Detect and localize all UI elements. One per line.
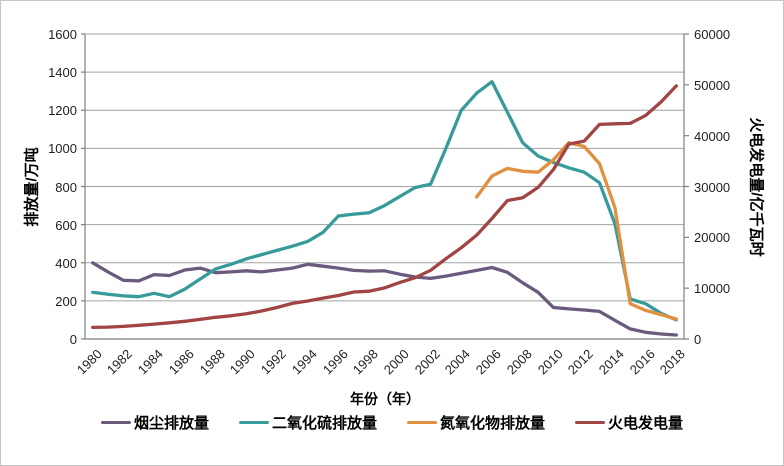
legend-label-so2-emissions: 二氧化硫排放量 xyxy=(271,415,377,432)
legend: 烟尘排放量 二氧化硫排放量 氮氧化物排放量 火电发电量 xyxy=(1,412,783,433)
legend-swatch-dust-emissions xyxy=(100,420,131,425)
x-axis-title: 年份（年） xyxy=(350,391,420,407)
y-left-tick-label: 1200 xyxy=(48,103,77,119)
legend-label-thermal-power-generation: 火电发电量 xyxy=(608,415,684,432)
y-left-tick-label: 0 xyxy=(69,332,77,347)
y-left-tick-label: 1400 xyxy=(48,65,77,81)
y-left-tick-label: 600 xyxy=(55,217,77,233)
series-line-thermal-power-generation xyxy=(91,84,678,330)
y-left-tick-label: 1000 xyxy=(48,141,77,157)
y-left-tick-label: 1600 xyxy=(48,27,77,42)
y-right-tick-label: 60000 xyxy=(694,27,731,42)
y-right-tick-label: 20000 xyxy=(694,230,731,246)
legend-item-dust-emissions: 烟尘排放量 xyxy=(100,412,209,433)
y-left-tick-label: 400 xyxy=(55,255,77,271)
legend-item-so2-emissions: 二氧化硫排放量 xyxy=(238,412,377,433)
y-right-axis-title: 火电发电量/亿千瓦时 xyxy=(747,117,765,257)
y-left-tick-label: 200 xyxy=(55,293,77,309)
y-right-tick-label: 10000 xyxy=(694,281,731,297)
legend-item-nox-emissions: 氮氧化物排放量 xyxy=(407,412,545,433)
legend-label-nox-emissions: 氮氧化物排放量 xyxy=(440,415,546,432)
y-right-tick-label: 40000 xyxy=(694,128,731,144)
series-line-dust-emissions xyxy=(91,261,678,337)
y-left-tick-label: 800 xyxy=(55,179,77,195)
legend-swatch-thermal-power-generation xyxy=(575,420,606,425)
legend-swatch-nox-emissions xyxy=(407,420,437,425)
series-line-so2-emissions xyxy=(91,80,678,322)
series-line-nox-emissions xyxy=(475,141,678,321)
y-right-tick-label: 30000 xyxy=(694,179,731,195)
y-right-tick-label: 50000 xyxy=(694,77,731,93)
legend-swatch-so2-emissions xyxy=(238,420,269,425)
legend-label-dust-emissions: 烟尘排放量 xyxy=(133,415,209,432)
legend-item-thermal-power-generation: 火电发电量 xyxy=(575,412,683,433)
y-right-tick-label: 0 xyxy=(694,332,702,347)
